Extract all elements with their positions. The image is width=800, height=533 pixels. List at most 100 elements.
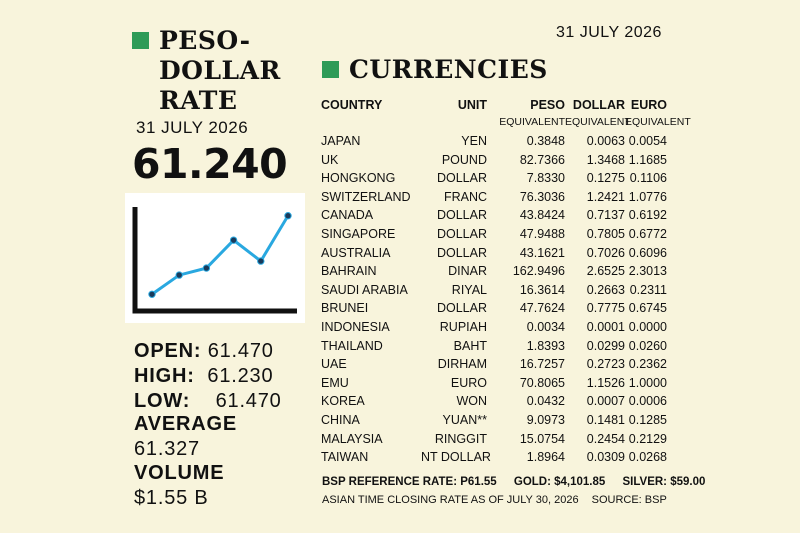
peso-cell: 76.3036 xyxy=(519,189,565,204)
unit-cell: POUND xyxy=(441,152,487,167)
peso-cell: 47.9488 xyxy=(519,226,565,241)
dollar-cell: 0.0001 xyxy=(586,319,625,334)
country-cell: SWITZERLAND xyxy=(321,189,411,204)
title-line-2: DOLLAR xyxy=(159,56,281,85)
closing-note: ASIAN TIME CLOSING RATE AS OF JULY 30, 2… xyxy=(322,494,579,506)
table-row: KOREA WON 0.0432 0.0007 0.0006 xyxy=(321,393,671,412)
chart-point xyxy=(175,271,183,279)
euro-cell: 0.6096 xyxy=(628,245,667,260)
table-row: MALAYSIA RINGGIT 15.0754 0.2454 0.2129 xyxy=(321,431,671,450)
peso-dollar-panel: PESO- DOLLAR RATE 31 JULY 2026 61.240 OP… xyxy=(0,0,310,533)
table-header: COUNTRY UNIT PESO DOLLAR EURO xyxy=(321,98,671,116)
euro-cell: 2.3013 xyxy=(628,264,667,279)
country-cell: EMU xyxy=(321,375,349,390)
dollar-cell: 0.2663 xyxy=(586,282,625,297)
high-value: 61.230 xyxy=(207,365,274,387)
green-square-icon xyxy=(132,32,149,49)
euro-cell: 0.0268 xyxy=(628,450,667,465)
col-euro: EURO xyxy=(630,98,667,112)
unit-cell: YEN xyxy=(461,134,487,148)
dollar-cell: 0.7805 xyxy=(586,226,625,241)
dollar-cell: 0.1275 xyxy=(586,171,625,186)
euro-cell: 0.2129 xyxy=(628,431,667,446)
country-cell: UAE xyxy=(321,357,347,372)
unit-cell: RINGGIT xyxy=(434,431,487,446)
peso-cell: 0.0034 xyxy=(526,319,565,334)
country-cell: THAILAND xyxy=(321,338,383,353)
dollar-cell: 0.1481 xyxy=(586,412,625,427)
average-value: 61.327 xyxy=(134,438,200,460)
unit-cell: NT DOLLAR xyxy=(421,450,491,465)
footer-note: ASIAN TIME CLOSING RATE AS OF JULY 30, 2… xyxy=(322,494,677,506)
dollar-cell: 0.0309 xyxy=(586,450,625,465)
euro-cell: 0.2362 xyxy=(628,357,667,372)
chart-point xyxy=(148,290,156,298)
country-cell: SINGAPORE xyxy=(321,226,396,241)
table-row: SWITZERLAND FRANC 76.3036 1.2421 1.0776 xyxy=(321,189,671,208)
euro-cell: 0.6192 xyxy=(628,208,667,223)
low-stat: LOW: 61.470 xyxy=(134,390,282,413)
peso-cell: 1.8964 xyxy=(526,450,565,465)
dollar-cell: 0.0007 xyxy=(586,394,625,409)
peso-cell: 9.0973 xyxy=(526,412,565,427)
green-square-icon xyxy=(322,61,339,78)
euro-cell: 0.6772 xyxy=(628,226,667,241)
unit-cell: YUAN** xyxy=(442,412,487,427)
chart-point xyxy=(284,212,292,220)
peso-cell: 16.7257 xyxy=(519,357,565,372)
peso-cell: 70.8065 xyxy=(519,375,565,390)
unit-cell: WON xyxy=(456,394,487,409)
euro-cell: 0.0000 xyxy=(628,319,667,334)
peso-rate: 61.240 xyxy=(132,140,288,188)
country-cell: AUSTRALIA xyxy=(321,245,391,260)
peso-cell: 82.7366 xyxy=(519,152,565,167)
average-label: AVERAGE xyxy=(134,413,238,435)
dollar-cell: 0.2723 xyxy=(586,357,625,372)
euro-cell: 0.1285 xyxy=(628,412,667,427)
unit-cell: DOLLAR xyxy=(436,301,487,316)
table-body: JAPAN YEN 0.3848 0.0063 0.0054 UK POUND 82.7366… xyxy=(321,133,671,468)
euro-cell: 1.0000 xyxy=(628,375,667,390)
table-row: UAE DIRHAM 16.7257 0.2723 0.2362 xyxy=(321,356,671,375)
peso-cell: 16.3614 xyxy=(519,282,565,297)
euro-cell: 1.1685 xyxy=(628,152,667,167)
unit-cell: FRANC xyxy=(443,189,487,204)
dollar-cell: 0.0063 xyxy=(586,134,625,148)
country-cell: HONGKONG xyxy=(321,171,396,186)
table-row: TAIWAN NT DOLLAR 1.8964 0.0309 0.0268 xyxy=(321,449,671,468)
country-cell: MALAYSIA xyxy=(321,431,383,446)
country-cell: KOREA xyxy=(321,394,365,409)
open-stat: OPEN: 61.470 xyxy=(134,340,274,363)
euro-cell: 0.6745 xyxy=(628,301,667,316)
table-row: BAHRAIN DINAR 162.9496 2.6525 2.3013 xyxy=(321,263,671,282)
unit-cell: RIYAL xyxy=(451,282,487,297)
table-row: JAPAN YEN 0.3848 0.0063 0.0054 xyxy=(321,133,671,152)
title-line-1: PESO- xyxy=(159,26,251,55)
gold-price: GOLD: $4,101.85 xyxy=(513,476,606,488)
peso-cell: 0.3848 xyxy=(526,134,565,148)
euro-cell: 0.0054 xyxy=(628,134,667,148)
chart-point xyxy=(229,236,238,244)
unit-cell: RUPIAH xyxy=(439,319,487,334)
low-value: 61.470 xyxy=(215,390,282,412)
dollar-cell: 1.3468 xyxy=(586,152,625,167)
high-stat: HIGH: 61.230 xyxy=(134,365,273,388)
peso-cell: 162.9496 xyxy=(512,264,565,279)
country-cell: CHINA xyxy=(321,412,360,427)
unit-cell: DOLLAR xyxy=(436,245,487,260)
peso-cell: 15.0754 xyxy=(519,431,565,446)
open-label: OPEN: xyxy=(134,340,202,362)
col-peso-sub: EQUIVALENT xyxy=(499,116,565,128)
col-country: COUNTRY xyxy=(321,98,383,112)
country-cell: JAPAN xyxy=(321,134,361,148)
dollar-cell: 2.6525 xyxy=(586,264,625,279)
chart-point xyxy=(257,257,265,265)
euro-cell: 0.0260 xyxy=(628,338,667,353)
peso-date: 31 JULY 2026 xyxy=(136,118,249,137)
high-label: HIGH: xyxy=(134,365,195,387)
silver-price: SILVER: $59.00 xyxy=(622,476,706,488)
dollar-cell: 0.7026 xyxy=(586,245,625,260)
currencies-title-text: CURRENCIES xyxy=(349,55,548,84)
country-cell: CANADA xyxy=(321,208,374,223)
country-cell: BAHRAIN xyxy=(321,264,377,279)
